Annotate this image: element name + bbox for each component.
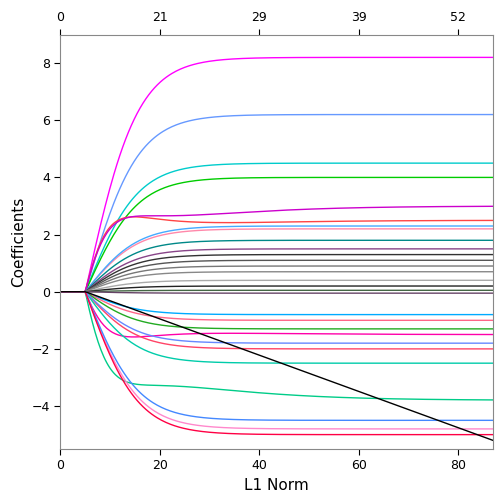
X-axis label: L1 Norm: L1 Norm [244,478,309,493]
Y-axis label: Coefficients: Coefficients [11,197,26,287]
